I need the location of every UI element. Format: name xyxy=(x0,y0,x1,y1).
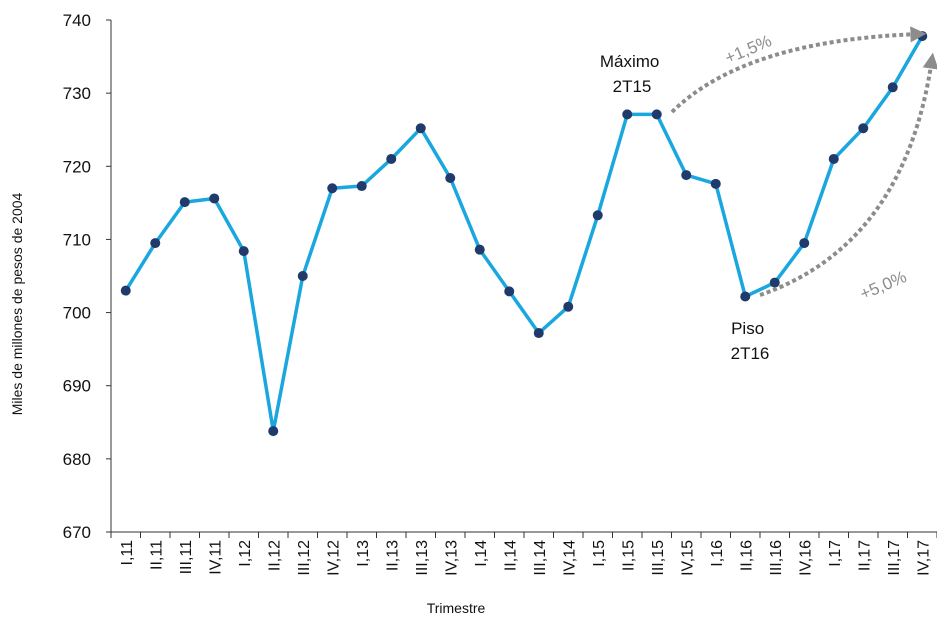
max-annotation-line2: 2T15 xyxy=(613,77,652,96)
x-tick-label: IV,13 xyxy=(443,540,460,576)
x-tick-label: III,12 xyxy=(296,540,313,576)
data-point xyxy=(917,31,928,42)
data-point xyxy=(238,246,249,257)
y-tick-label: 710 xyxy=(63,230,91,249)
data-point xyxy=(592,210,603,221)
x-tick-label: II,17 xyxy=(856,540,873,571)
x-tick-label: II,12 xyxy=(266,540,283,571)
y-axis-title: Miles de millones de pesos de 2004 xyxy=(9,192,25,415)
annotations: Máximo 2T15 Piso 2T16 +1,5% +5,0% xyxy=(600,26,937,363)
y-tick-label: 680 xyxy=(63,450,91,469)
data-point xyxy=(887,82,898,93)
growth-arrow-from-max xyxy=(670,26,927,114)
y-tick-label: 740 xyxy=(63,11,91,30)
x-tick-label: III,14 xyxy=(532,540,549,576)
data-point xyxy=(209,193,220,204)
min-annotation: Piso 2T16 xyxy=(731,319,770,363)
x-tick-label: I,16 xyxy=(709,540,726,567)
data-point xyxy=(681,170,692,181)
series-line-group xyxy=(124,35,924,433)
y-tick-label: 700 xyxy=(63,304,91,323)
x-tick-label: II,14 xyxy=(502,540,519,571)
series-line xyxy=(124,35,924,433)
x-axis-title: Trimestre xyxy=(427,600,486,616)
data-point xyxy=(120,285,131,296)
data-point xyxy=(533,328,544,339)
x-tick-label: IV,16 xyxy=(797,540,814,576)
x-tick-label: II,16 xyxy=(738,540,755,571)
data-point xyxy=(622,109,633,120)
x-tick-label: I,17 xyxy=(827,540,844,567)
x-tick-label: III,15 xyxy=(650,540,667,576)
x-tick-label: II,15 xyxy=(620,540,637,571)
x-ticks: I,11 II,11 III,11 IV,11 I,12 II,12 III,12 IV,12… xyxy=(110,532,937,576)
data-point xyxy=(710,178,721,189)
x-tick-label: II,13 xyxy=(384,540,401,571)
x-tick-label: II,11 xyxy=(148,540,165,570)
data-point xyxy=(445,172,456,183)
data-point xyxy=(386,153,397,164)
data-point xyxy=(327,183,338,194)
x-tick-label: IV,15 xyxy=(679,540,696,576)
x-tick-label: IV,17 xyxy=(915,540,932,576)
data-point xyxy=(504,286,515,297)
data-point xyxy=(799,238,810,249)
data-point xyxy=(415,123,426,134)
max-annotation-line1: Máximo xyxy=(600,52,660,71)
growth-arrow-from-min xyxy=(759,52,937,297)
y-tick-label: 720 xyxy=(63,157,91,176)
x-tick-label: I,14 xyxy=(473,540,490,567)
x-tick-label: IV,14 xyxy=(561,540,578,576)
x-tick-label: III,16 xyxy=(768,540,785,576)
y-tick-label: 730 xyxy=(63,84,91,103)
data-point xyxy=(828,153,839,164)
x-tick-label: IV,11 xyxy=(207,540,224,575)
min-annotation-line1: Piso xyxy=(731,319,764,338)
x-tick-label: I,12 xyxy=(237,540,254,567)
min-annotation-line2: 2T16 xyxy=(731,344,770,363)
x-tick-label: III,13 xyxy=(414,540,431,576)
max-annotation: Máximo 2T15 xyxy=(600,52,664,96)
y-tick-label: 670 xyxy=(63,523,91,542)
x-tick-label: IV,12 xyxy=(325,540,342,576)
data-point xyxy=(563,301,574,312)
data-point xyxy=(474,244,485,255)
y-tick-label: 690 xyxy=(63,377,91,396)
data-point xyxy=(297,271,308,281)
x-tick-label: I,15 xyxy=(591,540,608,567)
data-point xyxy=(356,181,367,192)
data-point xyxy=(179,197,190,208)
x-tick-label: I,11 xyxy=(119,540,136,566)
data-point xyxy=(150,238,161,249)
growth-label-min: +5,0% xyxy=(857,267,909,304)
y-ticks: 670 680 690 700 710 720 730 740 xyxy=(63,11,111,542)
data-point xyxy=(651,109,662,120)
x-tick-label: I,13 xyxy=(355,540,372,567)
x-tick-label: III,17 xyxy=(886,540,903,576)
data-point xyxy=(740,291,751,302)
data-point xyxy=(769,277,780,288)
x-tick-label: III,11 xyxy=(178,540,195,574)
axes xyxy=(110,20,937,533)
data-point xyxy=(268,426,279,437)
data-point xyxy=(858,123,869,134)
